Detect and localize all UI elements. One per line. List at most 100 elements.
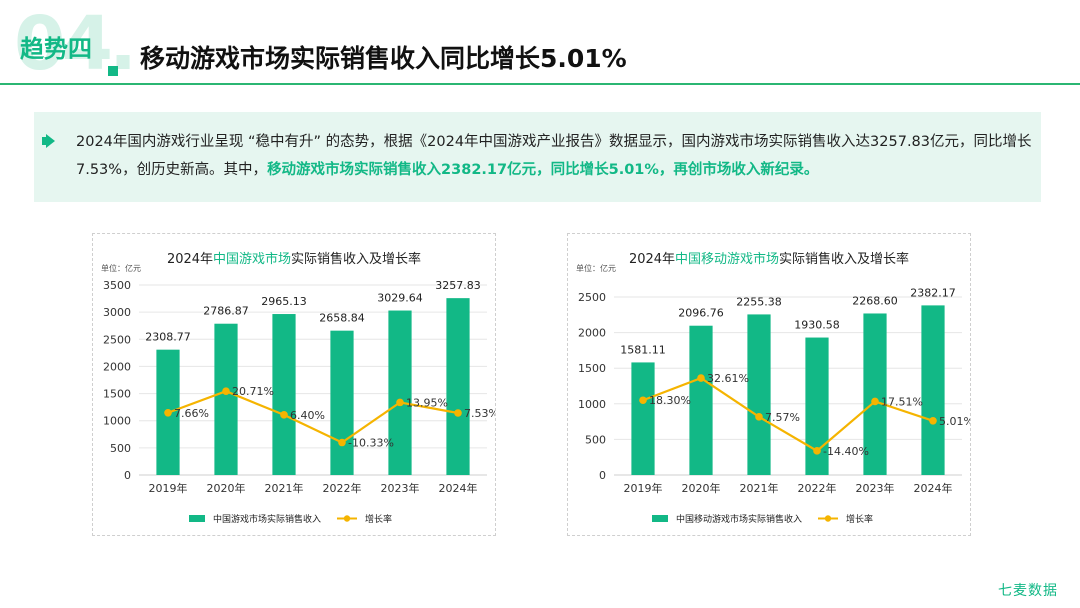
growth-value-label: 6.40% (290, 409, 325, 422)
x-tick-label: 2023年 (856, 481, 895, 495)
bar (921, 305, 945, 475)
bar (863, 313, 887, 475)
y-tick-label: 500 (110, 442, 131, 455)
chart-title-prefix: 2024年 (629, 252, 675, 267)
growth-value-label: 7.57% (765, 411, 800, 424)
y-tick-label: 0 (124, 469, 131, 482)
growth-point (164, 408, 172, 417)
growth-value-label: -10.33% (348, 437, 394, 450)
unit-label: 单位：亿元 (576, 263, 616, 273)
chart-title-suffix: 实际销售收入及增长率 (291, 251, 421, 267)
bar (689, 325, 713, 475)
y-tick-label: 2500 (578, 291, 606, 304)
chart-title: 2024年中国游戏市场实际销售收入及增长率 (167, 251, 421, 267)
bar (214, 323, 238, 475)
bar-value-label: 2268.60 (852, 294, 898, 307)
growth-point (222, 387, 230, 396)
chart-title-highlight: 中国游戏市场 (213, 251, 291, 267)
x-tick-label: 2024年 (439, 481, 478, 495)
growth-point (813, 447, 821, 455)
y-tick-label: 1500 (103, 388, 131, 401)
y-tick-label: 0 (599, 469, 606, 482)
growth-line (642, 376, 934, 453)
growth-value-label: 32.61% (707, 372, 749, 385)
bar-value-label: 2308.77 (145, 331, 191, 344)
bar (330, 330, 354, 475)
y-tick-label: 1000 (578, 398, 606, 411)
bar (388, 310, 412, 475)
x-tick-label: 2021年 (265, 481, 304, 495)
growth-point (697, 374, 705, 382)
legend-label-line: 增长率 (846, 513, 873, 525)
y-tick-label: 500 (585, 433, 606, 446)
bar (805, 337, 829, 475)
legend-swatch-point (824, 515, 832, 522)
bar-value-label: 1930.58 (794, 319, 840, 332)
x-tick-label: 2020年 (207, 481, 246, 495)
growth-value-label: 13.95% (406, 396, 448, 409)
y-tick-label: 2500 (103, 333, 131, 346)
chart-title: 2024年中国移动游戏市场实际销售收入及增长率 (629, 251, 909, 267)
growth-point (755, 413, 763, 421)
x-tick-label: 2022年 (323, 481, 362, 495)
bar-value-label: 2255.38 (736, 295, 782, 308)
growth-line (167, 390, 459, 444)
growth-point (338, 438, 346, 447)
bar-value-label: 2382.17 (910, 286, 956, 299)
growth-point (871, 397, 879, 406)
bar-value-label: 1581.11 (620, 343, 666, 356)
x-tick-label: 2023年 (381, 481, 420, 495)
chart-svg: 2024年中国移动游戏市场实际销售收入及增长率单位：亿元050010001500… (576, 251, 970, 525)
y-tick-label: 1000 (103, 415, 131, 428)
bar (747, 314, 771, 475)
growth-point (929, 417, 937, 425)
growth-point (639, 396, 647, 405)
x-tick-label: 2021年 (740, 481, 779, 495)
page-title: 移动游戏市场实际销售收入同比增长5.01% (140, 44, 627, 73)
growth-value-label: 7.66% (174, 407, 209, 420)
summary-text-plain: 2024年国内游戏行业呈现 “稳中有升” 的态势，根据《2024年中国游戏产业报… (76, 134, 1032, 178)
summary-text: 2024年国内游戏行业呈现 “稳中有升” 的态势，根据《2024年中国游戏产业报… (76, 128, 1036, 184)
summary-box (34, 112, 1041, 202)
bar-value-label: 2658.84 (319, 312, 365, 325)
legend-swatch-point (343, 515, 351, 522)
y-tick-label: 3500 (103, 279, 131, 292)
legend-swatch-bar (652, 515, 668, 522)
growth-value-label: 18.30% (649, 394, 691, 407)
y-tick-label: 2000 (103, 360, 131, 373)
bar-value-label: 3029.64 (377, 292, 423, 305)
bar (446, 298, 470, 475)
bar (272, 314, 296, 475)
brand-logo-text: 七麦数据 (998, 583, 1058, 599)
x-tick-label: 2020年 (682, 481, 721, 495)
header-divider (0, 83, 1080, 85)
y-tick-label: 3000 (103, 306, 131, 319)
growth-value-label: 20.71% (232, 385, 274, 398)
growth-point (396, 398, 404, 407)
bar-value-label: 3257.83 (435, 279, 481, 292)
legend-label-line: 增长率 (365, 513, 392, 525)
x-tick-label: 2019年 (149, 481, 188, 495)
x-tick-label: 2019年 (624, 481, 663, 495)
chart-panel-mobile-game-market: 2024年中国移动游戏市场实际销售收入及增长率 单位：亿元 0 500 1000 1500… (567, 233, 971, 536)
legend-label-bar: 中国游戏市场实际销售收入 (213, 513, 321, 525)
y-tick-label: 2000 (578, 327, 606, 340)
growth-point (280, 411, 288, 419)
chart-panel-game-market: 2024年中国游戏市场实际销售收入及增长率 单位：亿元 0 500 1000 1500 20… (92, 233, 496, 536)
trend-label: 趋势四 (20, 35, 92, 63)
x-tick-label: 2024年 (914, 481, 953, 495)
growth-value-label: -14.40% (823, 445, 869, 458)
accent-square-icon (108, 66, 118, 76)
x-tick-label: 2022年 (798, 481, 837, 495)
growth-point (454, 409, 462, 417)
bar-value-label: 2965.13 (261, 295, 307, 308)
summary-text-highlight: 移动游戏市场实际销售收入2382.17亿元，同比增长5.01%，再创市场收入新纪… (267, 162, 819, 178)
chart-title-suffix: 实际销售收入及增长率 (779, 251, 909, 267)
legend-label-bar: 中国移动游戏市场实际销售收入 (676, 513, 802, 525)
bar-value-label: 2786.87 (203, 305, 249, 318)
chart-title-highlight: 中国移动游戏市场 (675, 251, 779, 267)
y-tick-label: 1500 (578, 362, 606, 375)
growth-value-label: 17.51% (881, 395, 923, 408)
bar-value-label: 2096.76 (678, 307, 724, 320)
bar (631, 362, 655, 475)
